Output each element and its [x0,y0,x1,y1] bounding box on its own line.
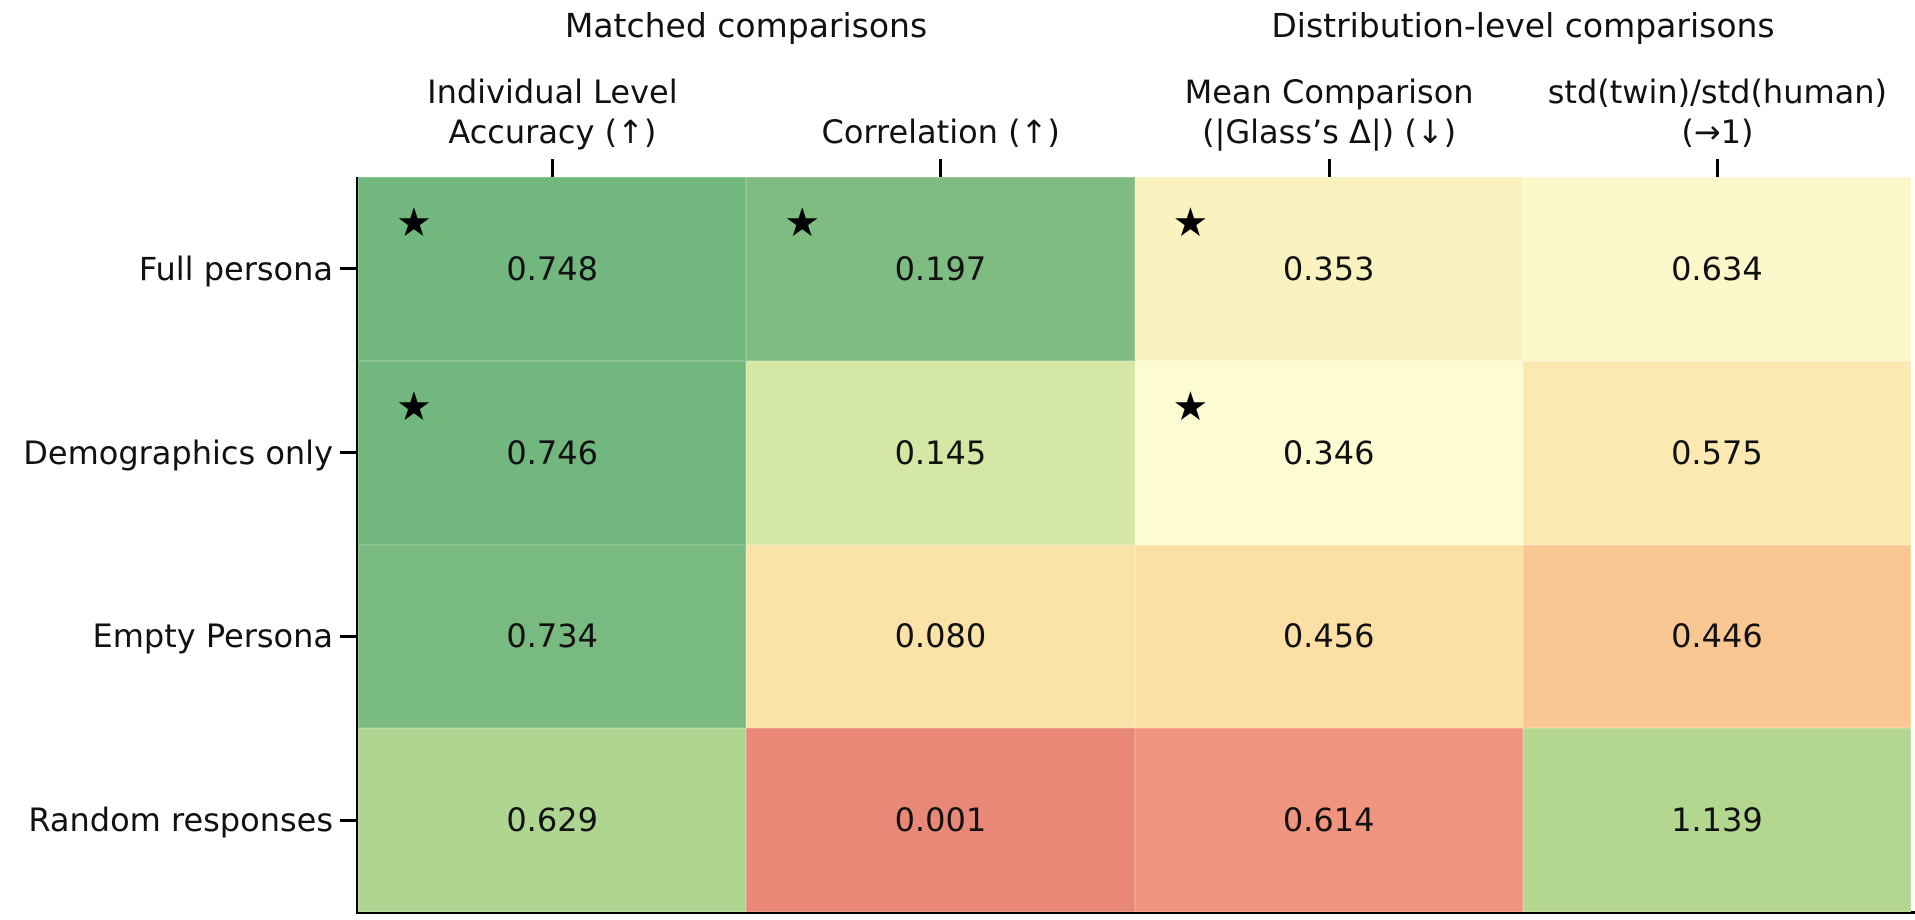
heatmap-cell: 0.614 [1134,728,1523,912]
row-label: Random responses [28,801,333,840]
heatmap-cell: 0.456 [1134,544,1523,729]
heatmap-cell: ★ 0.748 [358,177,747,361]
column-header-line: std(twin)/std(human) [1547,73,1888,111]
cell-value: 0.746 [506,433,598,472]
row-label: Empty Persona [92,617,334,656]
cell-value: 0.614 [1282,801,1375,840]
heatmap-cell: 0.629 [358,728,747,912]
significance-star-icon: ★ [1172,200,1209,246]
significance-star-icon: ★ [1172,383,1209,430]
heatmap-grid: ★ 0.748 ★ 0.197 ★ 0.353 0.634 ★ 0.746 0.145 ★ 0.346… [358,177,1911,912]
group-title-distribution: Distribution-level comparisons [1271,6,1775,45]
row-label: Full persona [138,249,333,288]
axis-spine-left [356,177,359,914]
cell-value: 0.734 [506,617,598,656]
cell-value: 0.353 [1282,249,1375,288]
heatmap-cell: 0.145 [746,360,1135,545]
heatmap-cell: 0.080 [746,544,1135,729]
cell-value: 0.629 [506,801,598,840]
axis-spine-bottom [356,911,1915,914]
significance-star-icon: ★ [784,200,821,246]
cell-value: 0.080 [894,617,987,656]
heatmap-cell: ★ 0.353 [1134,177,1523,361]
heatmap-cell: ★ 0.346 [1134,360,1523,545]
column-header-line: Individual Level [427,73,678,111]
column-header-line: (|Glass’s Δ|) (↓) [1202,113,1457,151]
significance-star-icon: ★ [396,383,432,430]
column-header-line: Mean Comparison [1184,73,1474,111]
heatmap-cell: 0.575 [1522,360,1911,545]
heatmap-cell: 0.001 [746,728,1135,912]
heatmap-cell: ★ 0.746 [358,360,747,545]
heatmap-cell: ★ 0.197 [746,177,1135,361]
heatmap-cell: 0.734 [358,544,747,729]
cell-value: 0.446 [1671,617,1763,656]
heatmap-cell: 0.634 [1522,177,1911,361]
column-header: Mean Comparison (|Glass’s Δ|) (↓) [1069,72,1589,152]
cell-value: 0.001 [894,801,987,840]
x-tick-mark [1327,159,1331,177]
cell-value: 0.456 [1282,617,1375,656]
row-label: Demographics only [23,433,333,472]
group-title-matched: Matched comparisons [564,6,928,45]
heatmap-cell: 1.139 [1522,728,1911,912]
column-header-line: Correlation (↑) [821,113,1060,151]
x-tick-mark [939,159,943,177]
column-header-line: Accuracy (↑) [448,113,657,151]
column-header: Individual Level Accuracy (↑) [292,72,812,152]
cell-value: 0.748 [506,249,598,288]
x-tick-mark [550,159,554,177]
cell-value: 0.346 [1282,433,1375,472]
cell-value: 0.145 [894,433,987,472]
cell-value: 0.634 [1671,249,1763,288]
cell-value: 1.139 [1671,801,1763,840]
column-header: std(twin)/std(human) (→1) [1457,72,1915,152]
cell-value: 0.575 [1671,433,1763,472]
heatmap-cell: 0.446 [1522,544,1911,729]
cell-value: 0.197 [894,249,987,288]
column-header-line: (→1) [1681,113,1754,151]
x-tick-mark [1715,159,1719,177]
column-header: Correlation (↑) [681,112,1201,152]
significance-star-icon: ★ [396,200,432,246]
